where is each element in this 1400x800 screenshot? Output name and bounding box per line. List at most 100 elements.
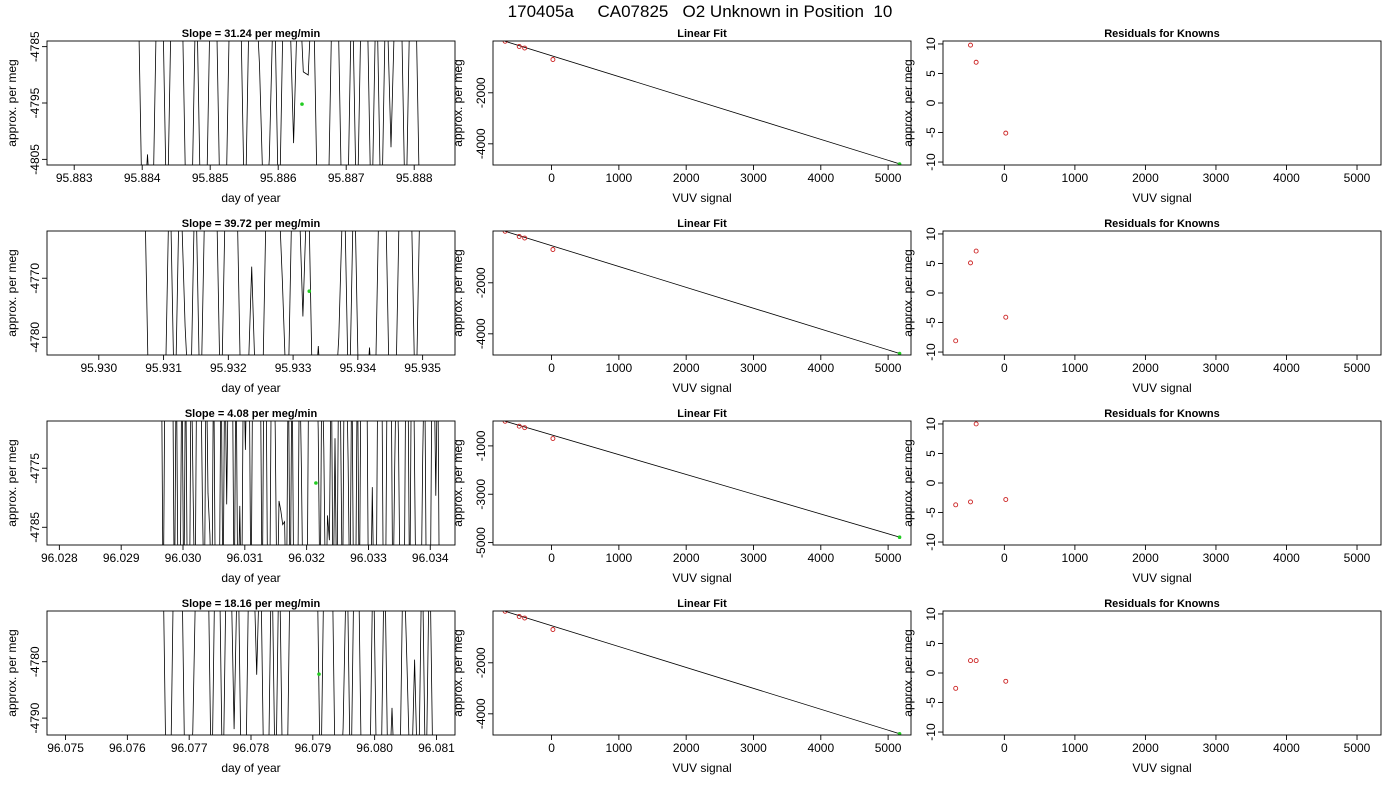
data-layer	[145, 231, 420, 355]
y-axis-label: approx. per meg	[451, 439, 465, 526]
x-tick-label: 0	[548, 171, 555, 185]
x-tick-label: 96.032	[288, 551, 325, 565]
panel-3: Residuals for Knowns 0 1000 2000 3000 4000 500…	[901, 28, 1382, 205]
x-tick-label: 0	[1001, 741, 1008, 755]
x-tick-label: 1000	[606, 741, 633, 755]
plot-frame	[942, 230, 1382, 356]
x-tick-label: 96.078	[233, 741, 270, 755]
x-tick-label: 0	[548, 551, 555, 565]
x-tick-label: 95.931	[145, 361, 182, 375]
y-tick-label: 5	[924, 260, 938, 267]
x-axis-label: VUV signal	[672, 191, 731, 205]
plot-frame	[492, 420, 912, 546]
y-axis-label: approx. per meg	[451, 249, 465, 336]
x-tick-label: 96.081	[418, 741, 455, 755]
y-tick-label: -4805	[28, 144, 42, 175]
x-tick-label: 95.886	[260, 171, 297, 185]
y-tick-label: -2000	[474, 267, 488, 298]
panel-6: Residuals for Knowns 0 1000 2000 3000 4000 500…	[901, 218, 1382, 395]
x-axis-label: VUV signal	[672, 571, 731, 585]
fit-line	[504, 41, 900, 165]
x-axis-label: VUV signal	[672, 761, 731, 775]
x-tick-label: 2000	[1132, 551, 1159, 565]
plot-frame	[942, 610, 1382, 736]
x-tick-label: 95.935	[404, 361, 441, 375]
plot-frame	[942, 40, 1382, 166]
known-point	[973, 248, 979, 254]
known-point	[516, 423, 522, 429]
y-tick-label: -10	[924, 723, 938, 741]
y-tick-label: -4000	[474, 318, 488, 349]
x-tick-label: 2000	[673, 361, 700, 375]
y-tick-label: -4780	[28, 646, 42, 677]
y-tick-label: -4000	[474, 128, 488, 159]
y-axis-label: approx. per meg	[5, 629, 19, 716]
known-point	[550, 247, 556, 252]
x-tick-label: 1000	[1062, 551, 1089, 565]
x-tick-label: 5000	[1344, 741, 1371, 755]
y-tick-label: -4795	[28, 87, 42, 118]
x-tick-label: 1000	[606, 551, 633, 565]
unknown-point	[897, 162, 902, 165]
x-tick-label: 5000	[875, 361, 902, 375]
known-point	[953, 338, 959, 344]
panel-title: Linear Fit	[677, 218, 727, 230]
panel-12: Residuals for Knowns 0 1000 2000 3000 4000 500…	[901, 598, 1382, 775]
x-tick-label: 95.883	[56, 171, 93, 185]
y-axis-label: approx. per meg	[901, 59, 915, 146]
x-tick-label: 1000	[606, 361, 633, 375]
known-point	[968, 499, 973, 505]
x-axis-label: day of year	[221, 381, 280, 395]
unknown-marker	[314, 481, 318, 485]
y-tick-label: -3000	[474, 479, 488, 510]
x-tick-label: 96.080	[356, 741, 393, 755]
y-tick-label: -10	[924, 153, 938, 171]
y-axis-label: approx. per meg	[451, 629, 465, 716]
unknown-marker	[307, 289, 312, 294]
unknown-marker	[317, 672, 321, 676]
x-axis-label: VUV signal	[672, 381, 731, 395]
x-tick-label: 96.033	[350, 551, 387, 565]
fit-line	[504, 231, 900, 354]
y-tick-label: 5	[924, 640, 938, 647]
x-tick-label: 5000	[1344, 171, 1371, 185]
y-tick-label: -4785	[28, 31, 42, 62]
y-axis-label: approx. per meg	[5, 59, 19, 146]
plot-frame	[942, 420, 1382, 546]
y-tick-label: 10	[924, 417, 938, 431]
y-tick-label: 5	[924, 450, 938, 457]
y-axis-label: approx. per meg	[901, 439, 915, 526]
x-tick-label: 4000	[807, 361, 834, 375]
x-tick-label: 3000	[740, 361, 767, 375]
x-tick-label: 1000	[606, 171, 633, 185]
x-tick-label: 5000	[1344, 361, 1371, 375]
fit-line	[505, 421, 900, 538]
y-tick-label: -5	[924, 507, 938, 518]
x-tick-label: 4000	[1273, 171, 1300, 185]
y-tick-label: -4000	[474, 698, 488, 729]
data-layer	[953, 658, 1009, 691]
y-tick-label: 0	[924, 289, 938, 296]
data-layer	[968, 42, 1009, 136]
data-layer	[163, 611, 433, 735]
y-tick-label: -5000	[474, 527, 488, 558]
y-tick-label: -5	[924, 317, 938, 328]
y-tick-label: 0	[924, 99, 938, 106]
panel-title: Linear Fit	[677, 598, 727, 610]
panel-9: Residuals for Knowns 0 1000 2000 3000 4000 500…	[901, 408, 1382, 585]
plot-frame	[46, 40, 456, 166]
unknown-point	[897, 351, 902, 355]
known-point	[522, 235, 528, 241]
known-point	[550, 627, 556, 632]
x-tick-label: 3000	[740, 741, 767, 755]
panel-10: Slope = 18.16 per meg/min 96.075 96.076 96.…	[5, 598, 456, 775]
x-tick-label: 96.034	[412, 551, 449, 565]
panel-7: Slope = 4.08 per meg/min 96.028 96.029 96.0…	[5, 408, 456, 585]
data-layer	[953, 248, 1009, 344]
x-tick-label: 4000	[807, 171, 834, 185]
plot-frame	[46, 230, 456, 356]
y-tick-label: -4780	[28, 322, 42, 353]
time-series-trace	[145, 231, 420, 355]
panel-5: Linear Fit 0 1000 2000 3000 4000 5000 -2000 -400…	[451, 218, 912, 395]
time-series-trace	[161, 421, 440, 545]
